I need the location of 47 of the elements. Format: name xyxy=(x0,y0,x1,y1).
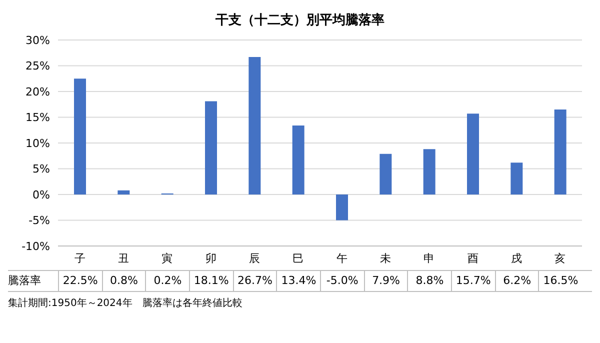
data-label: 16.5% xyxy=(538,271,582,291)
data-label: 8.8% xyxy=(407,271,452,291)
data-label: 0.2% xyxy=(145,271,190,291)
y-tick-label: 10% xyxy=(26,136,50,150)
y-tick-label: 15% xyxy=(26,111,50,124)
x-tick-label: 戌 xyxy=(511,252,522,265)
data-label: 0.8% xyxy=(102,271,146,291)
bar xyxy=(205,101,217,194)
x-tick-label: 辰 xyxy=(249,252,260,265)
bar xyxy=(118,190,130,194)
x-tick-label: 寅 xyxy=(162,252,173,265)
x-tick-label: 酉 xyxy=(467,252,478,265)
bar xyxy=(336,194,348,220)
data-label: 15.7% xyxy=(451,271,495,291)
y-tick-label: -5% xyxy=(28,214,50,228)
x-tick-label: 巳 xyxy=(292,252,304,265)
bar xyxy=(554,110,566,194)
x-tick-label: 亥 xyxy=(554,252,566,265)
x-tick-label: 申 xyxy=(424,252,435,265)
bar xyxy=(74,78,86,194)
y-tick-label: 20% xyxy=(26,85,50,98)
data-label: 26.7% xyxy=(232,271,276,291)
bar xyxy=(380,154,392,194)
y-tick-label: 30% xyxy=(26,34,50,47)
x-tick-label: 午 xyxy=(336,252,348,265)
y-tick-label: -10% xyxy=(22,240,50,253)
chart-title: 干支（十二支）別平均騰落率 xyxy=(214,12,386,30)
data-label: 13.4% xyxy=(276,271,320,291)
data-label: 22.5% xyxy=(58,271,102,291)
bar xyxy=(467,114,479,194)
x-tick-label: 卯 xyxy=(205,252,216,265)
x-tick-label: 丑 xyxy=(118,252,129,265)
bar xyxy=(510,162,523,194)
data-label: 7.9% xyxy=(364,271,408,291)
text: 騰落率 xyxy=(8,273,42,289)
data-label: 18.1% xyxy=(189,271,233,291)
y-tick-label: 5% xyxy=(32,162,50,176)
text: 集計期間:1950年～2024年 騰落率は各年終値比較 xyxy=(8,296,244,310)
bar xyxy=(423,149,436,194)
x-tick-label: 未 xyxy=(380,252,391,265)
data-label: -5.0% xyxy=(320,271,364,291)
x-tick-label: 子 xyxy=(74,252,86,265)
data-label: 6.2% xyxy=(494,271,538,291)
y-tick-label: 0% xyxy=(32,188,50,202)
bar xyxy=(248,56,261,194)
bar xyxy=(292,125,304,194)
y-tick-label: 25% xyxy=(26,60,50,73)
